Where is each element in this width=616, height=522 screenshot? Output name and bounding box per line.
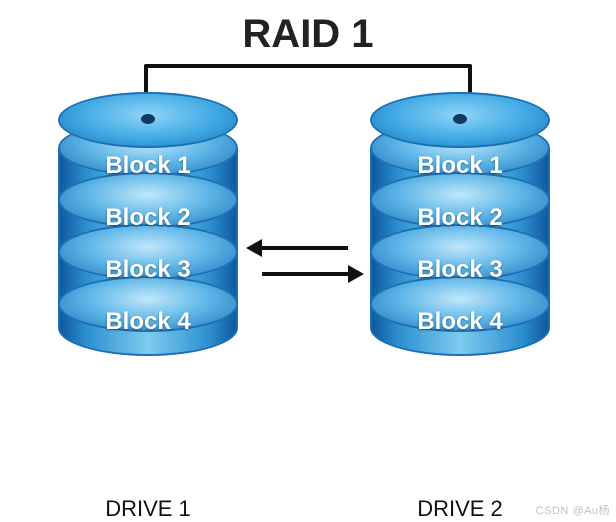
- mirror-arrow-right: [262, 272, 348, 276]
- disc-block: Block 4: [58, 276, 238, 356]
- block-label: Block 4: [58, 308, 238, 336]
- drive-cap: [370, 92, 550, 148]
- drive-label: DRIVE 2: [370, 496, 550, 522]
- block-label: Block 1: [370, 152, 550, 180]
- drive-cap: [58, 92, 238, 148]
- block-label: Block 4: [370, 308, 550, 336]
- block-label: Block 1: [58, 152, 238, 180]
- block-label: Block 2: [58, 204, 238, 232]
- block-label: Block 3: [370, 256, 550, 284]
- drive-2: Block 1 Block 2 Block 3 Block 4: [370, 92, 550, 356]
- block-label: Block 3: [58, 256, 238, 284]
- diagram-title: RAID 1: [0, 12, 616, 57]
- disc-block: Block 4: [370, 276, 550, 356]
- drive-label: DRIVE 1: [58, 496, 238, 522]
- block-label: Block 2: [370, 204, 550, 232]
- mirror-arrow-left: [262, 246, 348, 250]
- drive-1: Block 1 Block 2 Block 3 Block 4: [58, 92, 238, 356]
